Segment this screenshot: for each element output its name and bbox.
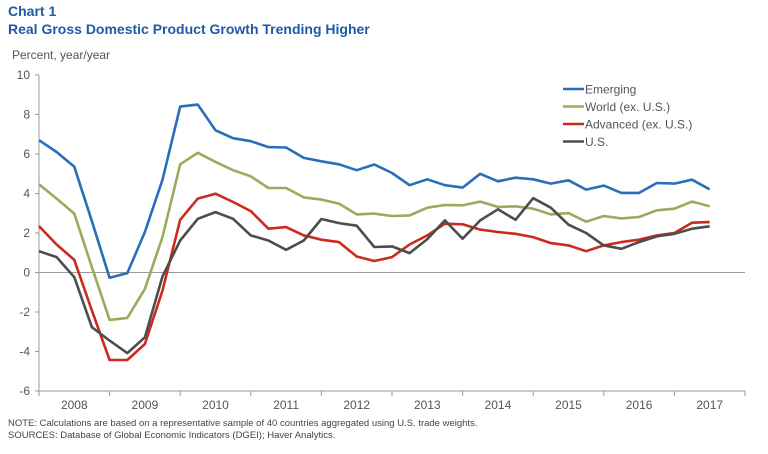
note-text: NOTE: Calculations are based on a repres…: [8, 418, 478, 429]
y-tick-label: 10: [17, 68, 31, 82]
x-tick-label: 2011: [273, 398, 299, 412]
chart-title: Real Gross Domestic Product Growth Trend…: [8, 21, 370, 37]
y-tick-label: 6: [23, 147, 30, 161]
x-tick-label: 2008: [61, 398, 88, 412]
x-tick-label: 2017: [696, 398, 723, 412]
series-line-u-s: [38, 196, 710, 355]
y-tick-label: 8: [23, 108, 30, 122]
x-tick-label: 2010: [202, 398, 229, 412]
x-tick-label: 2016: [626, 398, 653, 412]
y-tick-label: 2: [23, 226, 30, 240]
y-tick-label: -2: [19, 305, 30, 319]
x-tick-label: 2009: [132, 398, 159, 412]
y-tick-label: 0: [23, 266, 30, 280]
x-tick-label: 2014: [485, 398, 512, 412]
x-tick-label: 2015: [555, 398, 582, 412]
x-tick-label: 2012: [343, 398, 370, 412]
y-axis-label: Percent, year/year: [12, 48, 111, 62]
y-tick-label: -4: [19, 345, 30, 359]
legend-label: Emerging: [585, 83, 636, 97]
legend-label: World (ex. U.S.): [585, 100, 670, 114]
series-line-world-ex-u-s: [38, 151, 711, 322]
sources-text: SOURCES: Database of Global Economic Ind…: [8, 430, 336, 441]
y-tick-label: 4: [23, 187, 30, 201]
legend-label: U.S.: [585, 135, 608, 149]
chart-number: Chart 1: [8, 3, 57, 19]
legend-label: Advanced (ex. U.S.): [585, 118, 692, 132]
series-line-advanced-ex-u-s: [38, 192, 710, 362]
y-tick-label: -6: [19, 384, 30, 398]
x-tick-label: 2013: [414, 398, 441, 412]
series-line-emerging: [38, 103, 711, 280]
